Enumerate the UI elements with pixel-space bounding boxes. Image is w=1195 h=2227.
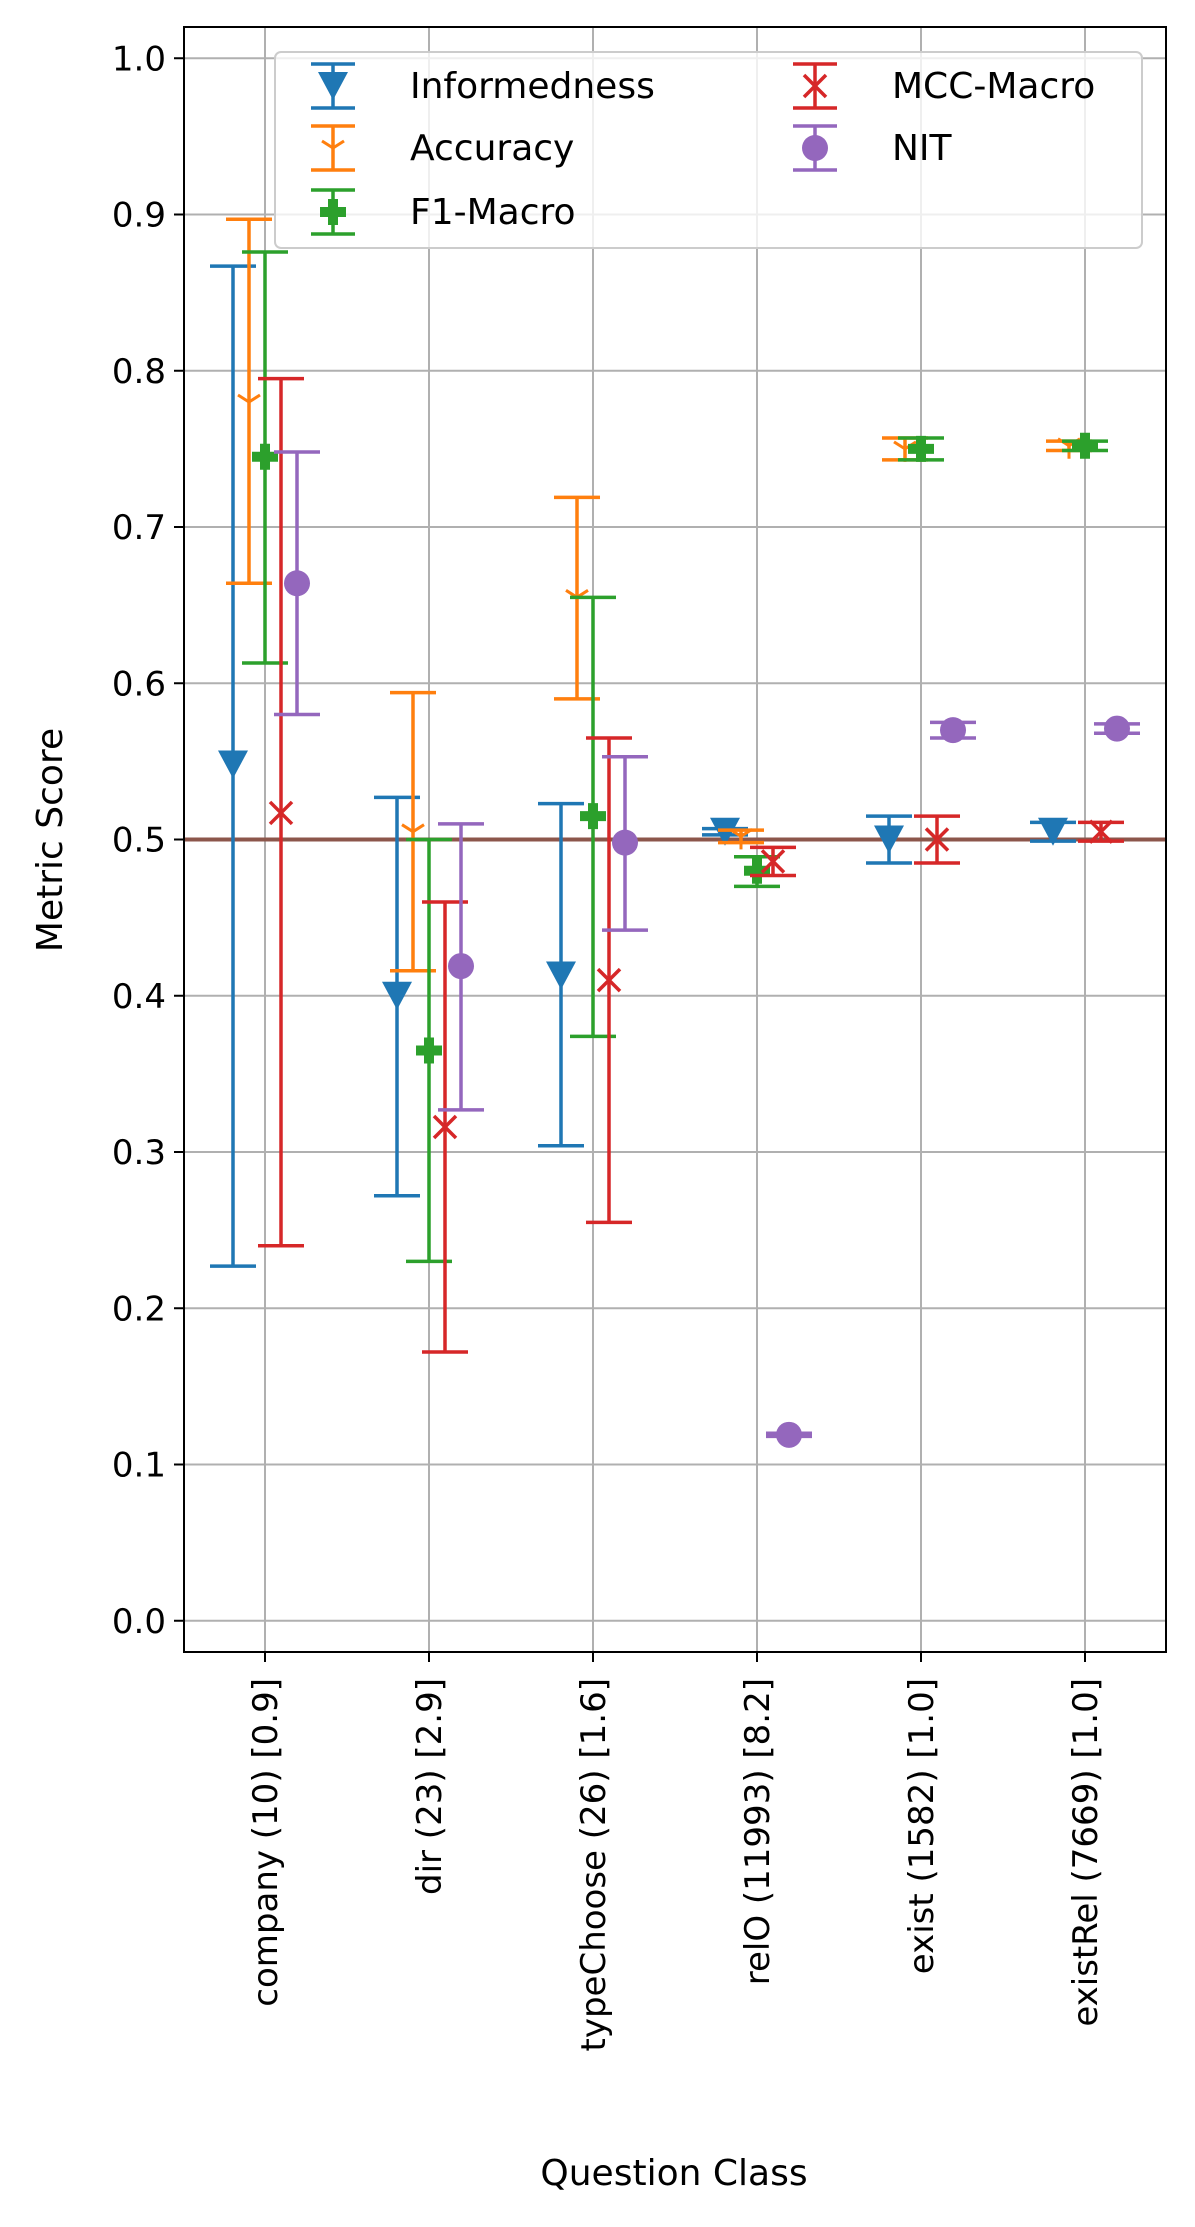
- tri-down-arm: [321, 139, 334, 150]
- legend-marker-accuracy: [321, 139, 345, 161]
- tri-down-arm: [248, 393, 261, 404]
- data-series: [210, 217, 1140, 1448]
- legend-item-f1-macro: F1-Macro: [311, 188, 576, 236]
- point-informedness: [218, 750, 248, 779]
- series-mcc-macro: [258, 376, 1124, 1354]
- axes: 0.0 0.1 0.2 0.3 0.4 0.5 0.6 0.7 0.8 0.9 1.0 company…: [112, 39, 1106, 2051]
- tri-down-arm: [332, 139, 345, 150]
- series-f1-macro: [242, 250, 1108, 1264]
- y-tick-label: 0.5: [112, 821, 166, 861]
- point-accuracy: [729, 828, 753, 850]
- x-stroke: [802, 73, 828, 99]
- x-tick-label: dir (23) [2.9]: [410, 1678, 450, 1895]
- legend-label-informedness: Informedness: [410, 66, 655, 107]
- x-tick-label: exist (1582) [1.0]: [902, 1678, 942, 1974]
- point-mcc-macro: [924, 827, 950, 852]
- legend-label-mcc-macro: MCC-Macro: [892, 66, 1095, 107]
- point-nit: [448, 953, 474, 980]
- point-nit: [940, 717, 966, 744]
- x-stroke: [268, 800, 294, 826]
- point-informedness: [1038, 817, 1068, 846]
- point-f1-macro: [908, 435, 934, 462]
- point-mcc-macro: [596, 967, 622, 993]
- x-tick-label: typeChoose (26) [1.6]: [574, 1678, 614, 2052]
- x-stroke: [760, 849, 786, 874]
- y-axis-label: Metric Score: [30, 728, 71, 952]
- x-tick-label: existRel (7669) [1.0]: [1066, 1678, 1106, 2027]
- legend-item-informedness: Informedness: [311, 62, 655, 110]
- y-tick-label: 0.0: [112, 1602, 166, 1642]
- tri-down-arm: [237, 393, 250, 404]
- y-tick-label: 0.6: [112, 664, 166, 704]
- y-tick-label: 0.4: [112, 977, 166, 1017]
- point-nit: [612, 829, 638, 856]
- point-nit: [776, 1421, 802, 1448]
- legend-label-f1-macro: F1-Macro: [410, 192, 576, 233]
- point-f1-macro: [1072, 432, 1098, 459]
- legend: Informedness Accuracy F1-Macro MCC-Macro NIT: [274, 51, 1143, 249]
- point-accuracy: [237, 393, 261, 415]
- point-mcc-macro: [1088, 819, 1114, 844]
- y-tick-label: 0.3: [112, 1133, 166, 1173]
- legend-label-accuracy: Accuracy: [410, 128, 574, 169]
- point-f1-macro: [744, 857, 770, 884]
- tri-down-arm: [893, 440, 906, 451]
- series-nit: [274, 450, 1140, 1448]
- point-nit: [1104, 715, 1130, 742]
- tri-down-arm: [740, 828, 753, 838]
- y-tick-label: 0.7: [112, 508, 166, 548]
- y-tick-label: 1.0: [112, 39, 166, 79]
- legend-box: [274, 51, 1143, 249]
- x-tick-label: company (10) [0.9]: [246, 1678, 286, 2007]
- point-mcc-macro: [268, 800, 294, 826]
- point-f1-macro: [252, 443, 278, 470]
- x-axis-label: Question Class: [540, 2153, 807, 2194]
- legend-item-mcc-macro: MCC-Macro: [793, 62, 1095, 110]
- point-mcc-macro: [432, 1114, 458, 1140]
- tri-down-arm: [401, 823, 414, 833]
- point-informedness: [382, 981, 412, 1010]
- y-tick-label: 0.1: [112, 1446, 166, 1486]
- x-tick-label: relO (11993) [8.2]: [738, 1678, 778, 1985]
- legend-marker-nit: [802, 135, 828, 161]
- tri-down-arm: [412, 823, 425, 833]
- legend-item-nit: NIT: [793, 124, 953, 172]
- x-stroke: [432, 1114, 458, 1140]
- x-stroke: [924, 827, 950, 852]
- point-mcc-macro: [760, 849, 786, 874]
- legend-marker-informedness: [318, 72, 348, 100]
- legend-label-nit: NIT: [892, 128, 953, 169]
- x-stroke: [596, 967, 622, 993]
- point-f1-macro: [580, 803, 606, 830]
- y-tick-label: 0.9: [112, 196, 166, 236]
- point-informedness: [874, 825, 904, 854]
- point-informedness: [546, 961, 576, 990]
- legend-marker-f1-macro: [320, 199, 346, 225]
- point-f1-macro: [416, 1037, 442, 1064]
- x-stroke: [1088, 819, 1114, 844]
- legend-marker-mcc-macro: [802, 73, 828, 99]
- y-tick-label: 0.2: [112, 1289, 166, 1329]
- y-tick-label: 0.8: [112, 352, 166, 392]
- tri-down-arm: [729, 828, 742, 838]
- legend-item-accuracy: Accuracy: [311, 124, 574, 172]
- point-nit: [284, 570, 310, 597]
